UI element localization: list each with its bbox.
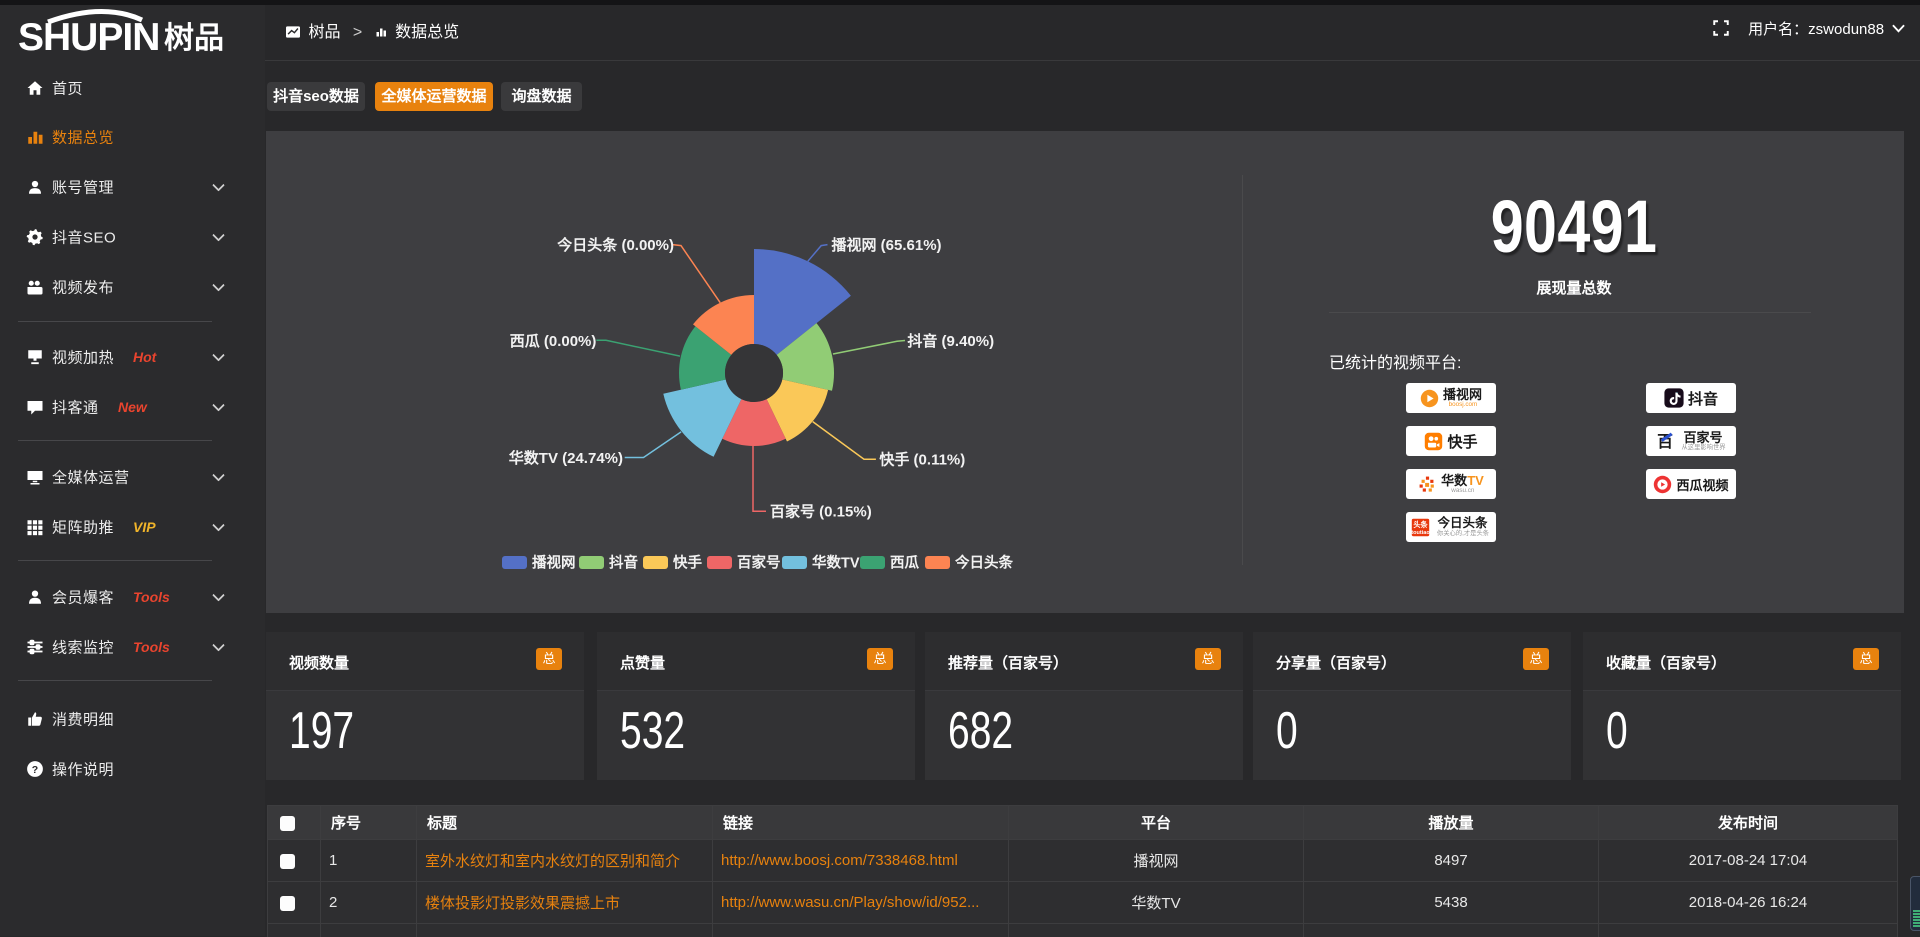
svg-text:快手: 快手 [673,554,702,572]
svg-text:华数TV (24.74%): 华数TV (24.74%) [509,449,623,467]
svg-text:树品: 树品 [164,22,224,55]
svg-text:SHUPIN: SHUPIN [18,16,159,55]
svg-text:今日头条: 今日头条 [954,554,1013,572]
svg-text:华数TV: 华数TV [812,554,860,572]
svg-text:今日头条 (0.00%): 今日头条 (0.00%) [556,236,674,254]
svg-text:播视网 (65.61%): 播视网 (65.61%) [832,236,942,254]
svg-text:抖音 (9.40%): 抖音 (9.40%) [907,332,994,350]
svg-text:百家号 (0.15%): 百家号 (0.15%) [770,503,872,521]
svg-text:快手 (0.11%): 快手 (0.11%) [879,451,965,469]
svg-text:播视网: 播视网 [532,554,576,572]
svg-text:抖音: 抖音 [609,554,638,572]
svg-text:西瓜 (0.00%): 西瓜 (0.00%) [510,333,597,350]
svg-text:百家号: 百家号 [737,554,781,572]
svg-text:?: ? [32,764,38,776]
svg-text:toutiao: toutiao [1411,529,1430,535]
svg-text:西瓜: 西瓜 [890,555,919,572]
svg-text:头条: 头条 [1413,520,1428,529]
